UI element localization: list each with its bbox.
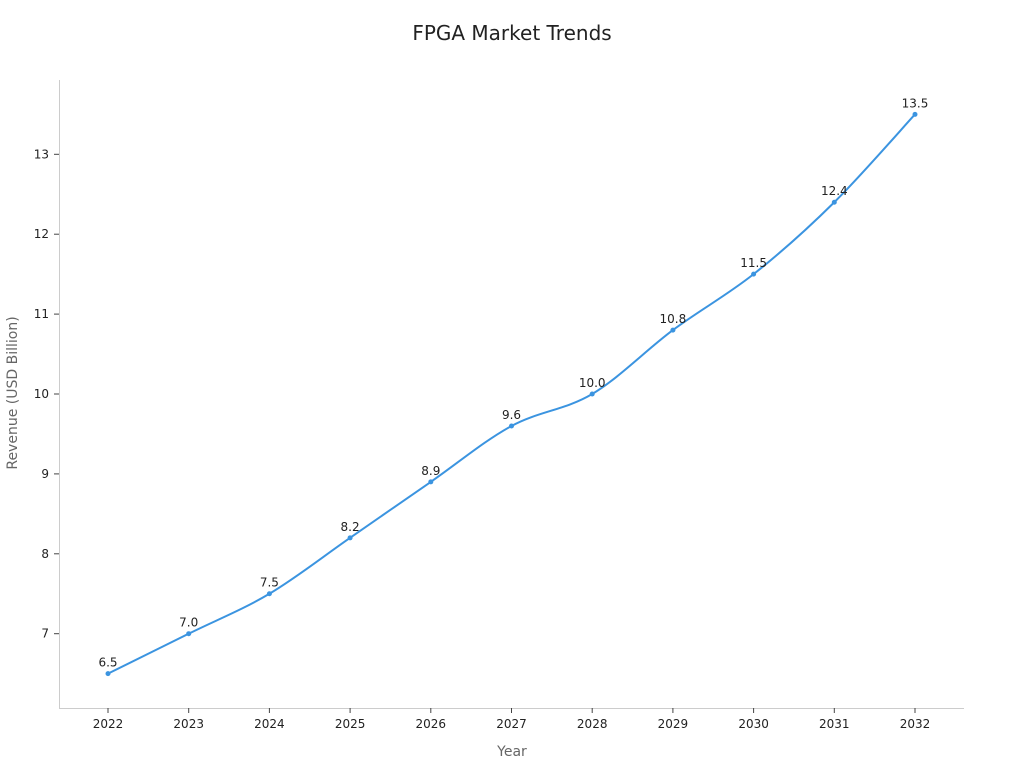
- data-point: [347, 535, 353, 541]
- y-tick-label: 10: [34, 387, 49, 401]
- data-point: [670, 327, 676, 333]
- y-tick-label: 11: [34, 307, 49, 321]
- data-points: [105, 111, 918, 677]
- data-point: [186, 631, 192, 637]
- data-point: [266, 591, 272, 597]
- data-label: 7.5: [260, 576, 279, 590]
- y-axis-title: Revenue (USD Billion): [5, 316, 21, 469]
- x-tick-label: 2029: [658, 717, 689, 731]
- y-tick-label: 12: [34, 227, 49, 241]
- x-tick-label: 2027: [496, 717, 527, 731]
- x-tick-label: 2022: [93, 717, 124, 731]
- y-tick-label: 9: [41, 467, 49, 481]
- x-tick-label: 2030: [738, 717, 769, 731]
- data-label: 13.5: [902, 96, 929, 110]
- y-tick-label: 13: [34, 147, 49, 161]
- data-label: 9.6: [502, 408, 521, 422]
- x-tick-label: 2031: [819, 717, 850, 731]
- data-label: 8.2: [341, 520, 360, 534]
- x-tick-label: 2024: [254, 717, 285, 731]
- data-labels: 6.5 7.0 7.5 8.2 8.9 9.6 10.0 10.8 11.5 12.4 13.5: [98, 96, 928, 669]
- data-label: 6.5: [98, 656, 117, 670]
- y-tick-label: 8: [41, 547, 49, 561]
- x-axis-title: Year: [496, 744, 527, 760]
- data-point: [509, 423, 514, 429]
- series-line: [107, 113, 916, 675]
- data-label: 7.0: [179, 616, 198, 630]
- data-point: [751, 271, 757, 277]
- data-label: 8.9: [421, 464, 440, 478]
- chart-title: FPGA Market Trends: [412, 21, 611, 45]
- data-point: [589, 391, 595, 397]
- data-point: [428, 479, 434, 485]
- x-tick-label: 2023: [173, 717, 204, 731]
- data-point: [105, 671, 111, 677]
- data-label: 12.4: [821, 184, 848, 198]
- x-tick-label: 2026: [416, 717, 447, 731]
- data-label: 10.0: [579, 376, 606, 390]
- data-label: 10.8: [660, 312, 687, 326]
- x-ticks: 2022 2023 2024 2025 2026 2027 2028 2029 2030 2031…: [93, 708, 931, 731]
- x-tick-label: 2032: [900, 717, 931, 731]
- data-point: [912, 111, 918, 117]
- x-tick-label: 2028: [577, 717, 608, 731]
- data-label: 11.5: [740, 256, 767, 270]
- x-tick-label: 2025: [335, 717, 366, 731]
- data-point: [831, 199, 837, 205]
- y-tick-label: 7: [41, 627, 49, 641]
- y-ticks: 7 8 9 10 11 12 13: [34, 147, 59, 641]
